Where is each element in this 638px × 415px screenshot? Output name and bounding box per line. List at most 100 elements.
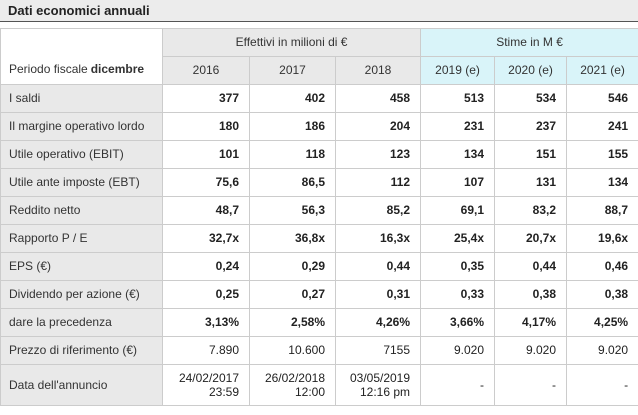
value-cell: 2,58% xyxy=(249,308,336,337)
value-cell: 9.020 xyxy=(420,336,496,365)
value-cell: 0,31 xyxy=(334,280,422,309)
row-label: Data dell'annuncio xyxy=(0,364,163,406)
row-label: I saldi xyxy=(0,84,163,113)
announce-date: - xyxy=(624,378,629,392)
value-cell: 186 xyxy=(249,112,336,141)
row-label: Dividendo per azione (€) xyxy=(0,280,163,309)
announce-date: - xyxy=(480,378,485,392)
table-row-net-income: Reddito netto 48,7 56,3 85,2 69,1 83,2 8… xyxy=(0,196,638,225)
year-header-2021e: 2021 (e) xyxy=(566,56,638,85)
announce-date: - xyxy=(552,378,557,392)
value-cell: 0,27 xyxy=(249,280,336,309)
row-label: Rapporto P / E xyxy=(0,224,163,253)
value-cell: 0,38 xyxy=(566,280,638,309)
value-cell: 134 xyxy=(566,168,638,197)
announce-date: 26/02/2018 xyxy=(264,371,325,385)
row-label: Il margine operativo lordo xyxy=(0,112,163,141)
announce-date: 03/05/2019 xyxy=(349,371,411,385)
row-label: Utile operativo (EBIT) xyxy=(0,140,163,169)
fiscal-period-month: dicembre xyxy=(90,61,145,76)
value-cell: 88,7 xyxy=(566,196,638,225)
year-header-2017: 2017 xyxy=(249,56,336,85)
value-cell: 231 xyxy=(420,112,496,141)
value-cell: 0,25 xyxy=(162,280,250,309)
table-row-dividend: Dividendo per azione (€) 0,25 0,27 0,31 … xyxy=(0,280,638,309)
table-row-yield: dare la precedenza 3,13% 2,58% 4,26% 3,6… xyxy=(0,308,638,337)
row-label: EPS (€) xyxy=(0,252,163,281)
year-header-2020e: 2020 (e) xyxy=(494,56,568,85)
value-cell: 19,6x xyxy=(566,224,638,253)
value-cell: 0,33 xyxy=(420,280,496,309)
value-cell: 180 xyxy=(162,112,250,141)
value-cell: 241 xyxy=(566,112,638,141)
value-cell: 546 xyxy=(566,84,638,113)
announce-cell: 24/02/2017 23:59 xyxy=(162,364,250,406)
value-cell: 83,2 xyxy=(494,196,568,225)
fiscal-period-label: Periodo fiscale xyxy=(9,61,88,76)
table-row-sales: I saldi 377 402 458 513 534 546 xyxy=(0,84,638,113)
group-header-row: Periodo fiscale dicembre Effettivi in mil… xyxy=(0,28,638,85)
value-cell: 112 xyxy=(334,168,422,197)
value-cell: 0,44 xyxy=(494,252,568,281)
value-cell: 16,3x xyxy=(334,224,422,253)
value-cell: 123 xyxy=(334,140,422,169)
value-cell: 32,7x xyxy=(162,224,250,253)
value-cell: 155 xyxy=(566,140,638,169)
group-header-estimates: Stime in M € xyxy=(420,28,638,57)
value-cell: 4,17% xyxy=(494,308,568,337)
value-cell: 3,66% xyxy=(420,308,496,337)
value-cell: 9.020 xyxy=(566,336,638,365)
announce-time: 12:16 pm xyxy=(359,385,411,399)
value-cell: 69,1 xyxy=(420,196,496,225)
announce-cell: 03/05/2019 12:16 pm xyxy=(334,364,422,406)
year-header-2018: 2018 xyxy=(334,56,422,85)
value-cell: 0,44 xyxy=(334,252,422,281)
row-label: dare la precedenza xyxy=(0,308,163,337)
value-cell: 513 xyxy=(420,84,496,113)
value-cell: 3,13% xyxy=(162,308,250,337)
announce-cell: - xyxy=(420,364,496,406)
value-cell: 25,4x xyxy=(420,224,496,253)
value-cell: 85,2 xyxy=(334,196,422,225)
table-row-eps: EPS (€) 0,24 0,29 0,44 0,35 0,44 0,46 xyxy=(0,252,638,281)
value-cell: 86,5 xyxy=(249,168,336,197)
announce-date: 24/02/2017 xyxy=(178,371,239,385)
value-cell: 0,35 xyxy=(420,252,496,281)
row-label: Utile ante imposte (EBT) xyxy=(0,168,163,197)
value-cell: 0,38 xyxy=(494,280,568,309)
table-row-pe-ratio: Rapporto P / E 32,7x 36,8x 16,3x 25,4x 2… xyxy=(0,224,638,253)
value-cell: 20,7x xyxy=(494,224,568,253)
value-cell: 4,25% xyxy=(566,308,638,337)
announce-time: 12:00 xyxy=(294,385,325,399)
group-header-actuals: Effettivi in milioni di € xyxy=(161,28,422,57)
value-cell: 4,26% xyxy=(334,308,422,337)
value-cell: 377 xyxy=(162,84,250,113)
panel-title: Dati economici annuali xyxy=(0,0,638,22)
value-cell: 402 xyxy=(249,84,336,113)
value-cell: 0,24 xyxy=(162,252,250,281)
year-header-2019e: 2019 (e) xyxy=(420,56,496,85)
table-row-ebit: Utile operativo (EBIT) 101 118 123 134 1… xyxy=(0,140,638,169)
value-cell: 75,6 xyxy=(162,168,250,197)
announce-cell: 26/02/2018 12:00 xyxy=(249,364,336,406)
value-cell: 0,46 xyxy=(566,252,638,281)
value-cell: 237 xyxy=(494,112,568,141)
table-row-reference-price: Prezzo di riferimento (€) 7.890 10.600 7… xyxy=(0,336,638,365)
table-row-announcement-date: Data dell'annuncio 24/02/2017 23:59 26/0… xyxy=(0,364,638,406)
value-cell: 56,3 xyxy=(249,196,336,225)
value-cell: 7155 xyxy=(334,336,422,365)
value-cell: 151 xyxy=(494,140,568,169)
value-cell: 134 xyxy=(420,140,496,169)
value-cell: 204 xyxy=(334,112,422,141)
value-cell: 101 xyxy=(162,140,250,169)
table-row-ebt: Utile ante imposte (EBT) 75,6 86,5 112 1… xyxy=(0,168,638,197)
announce-cell: - xyxy=(566,364,638,406)
year-header-2016: 2016 xyxy=(162,56,250,85)
value-cell: 131 xyxy=(494,168,568,197)
announce-time: 23:59 xyxy=(208,385,239,399)
value-cell: 36,8x xyxy=(249,224,336,253)
value-cell: 534 xyxy=(494,84,568,113)
announce-cell: - xyxy=(494,364,568,406)
value-cell: 107 xyxy=(420,168,496,197)
